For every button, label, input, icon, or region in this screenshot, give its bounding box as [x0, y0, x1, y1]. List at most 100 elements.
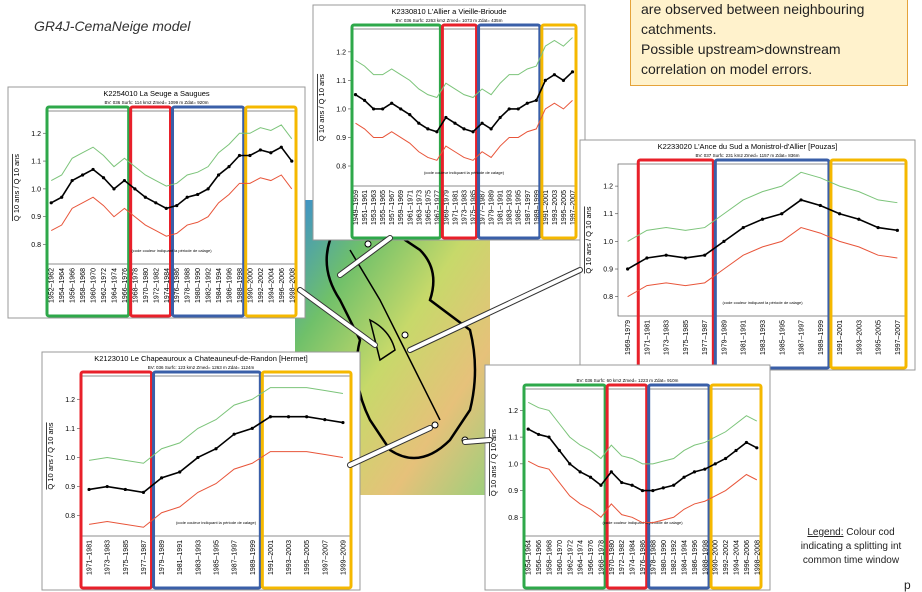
point	[248, 153, 252, 158]
x-tick-label: 1986–1996	[227, 268, 234, 303]
x-tick-label: 1952–1962	[49, 268, 56, 303]
point	[818, 203, 822, 208]
point	[645, 256, 649, 260]
point	[620, 480, 624, 485]
point	[408, 113, 412, 117]
x-tick-label: 1972–1982	[153, 268, 160, 303]
y-tick-label: 1.1	[31, 159, 41, 166]
y-tick-label: 1.2	[336, 49, 346, 56]
x-tick-label: 1970–1980	[609, 540, 616, 575]
callout-line: Possible upstream>downstream	[641, 41, 841, 57]
point	[651, 488, 655, 493]
point	[101, 176, 106, 180]
y-tick-label: 1.2	[603, 184, 613, 191]
x-tick-label: 1972–1982	[619, 540, 626, 575]
y-tick-label: 0.9	[336, 135, 346, 142]
x-tick-label: 1977–1987	[480, 190, 487, 225]
x-tick-label: 1986–1996	[692, 540, 699, 575]
x-tick-label: 1987–1997	[232, 540, 239, 575]
point	[185, 195, 189, 199]
point	[547, 435, 551, 439]
chart-subtitle: BV: 037 Surfc: 231 km2 Zmed= 1157 m Zdat…	[695, 153, 799, 158]
y-tick-label: 0.9	[65, 484, 75, 491]
point	[81, 173, 85, 177]
point	[426, 127, 430, 131]
point	[286, 415, 291, 419]
point	[390, 101, 394, 105]
point	[683, 256, 688, 260]
chart-subtitle: BV: 036 Surfc: 2263 km2 Zmed= 1073 m Zda…	[396, 18, 503, 23]
x-tick-label: 1977–1987	[141, 540, 148, 575]
x-tick-label: 1962–1972	[101, 268, 108, 303]
x-tick-label: 1954–1964	[59, 268, 66, 303]
x-tick-label: 1980–1990	[195, 268, 202, 303]
x-tick-label: 1989–1999	[818, 320, 825, 355]
x-tick-label: 1990–2000	[713, 540, 720, 575]
chart-title: K2330810 L'Allier a Vieille-Brioude	[391, 7, 506, 16]
x-tick-label: 1963–1973	[416, 190, 423, 225]
point	[741, 225, 745, 230]
x-tick-label: 1971–1981	[87, 540, 94, 575]
point	[837, 212, 842, 216]
x-tick-label: 1992–2002	[258, 268, 265, 303]
point	[49, 201, 53, 205]
x-tick-label: 1949–1959	[353, 190, 360, 225]
point	[305, 415, 309, 419]
series-line	[50, 124, 293, 187]
x-tick-label: 1997–2007	[570, 190, 577, 225]
x-tick-label: 1995–2005	[876, 320, 883, 355]
point	[516, 107, 520, 111]
point	[561, 78, 566, 82]
point	[381, 107, 385, 111]
y-tick-label: 1.2	[65, 397, 75, 404]
legend-text: Colour cod	[846, 527, 895, 538]
annotation: (code couleur indiquant la période de ca…	[424, 170, 505, 175]
x-tick-label: 1953–1963	[371, 190, 378, 225]
station	[401, 331, 409, 339]
x-tick-label: 1980–1990	[661, 540, 668, 575]
y-tick-label: 0.9	[603, 267, 613, 274]
window-box	[540, 23, 578, 240]
point	[91, 167, 95, 172]
x-tick-label: 1965–1975	[425, 190, 432, 225]
y-tick-label: 1.0	[65, 455, 75, 462]
x-tick-label: 1993–2003	[552, 190, 559, 225]
point	[630, 483, 634, 487]
point	[268, 415, 272, 419]
x-tick-label: 1970–1980	[143, 268, 150, 303]
x-tick-label: 1981–1991	[177, 540, 184, 575]
window-box	[605, 383, 649, 590]
x-tick-label: 1961–1971	[407, 190, 414, 225]
chart-panel: K2254010 La Seuge a Saugues BV: 036 Surfc…	[7, 86, 306, 319]
x-tick-label: 1989–1999	[250, 540, 257, 575]
chart-title: K2123010 Le Chapeauroux a Chateauneuf-de…	[94, 354, 307, 363]
window-box	[713, 158, 831, 370]
x-tick-label: 1976–1986	[640, 540, 647, 575]
x-tick-label: 1975–1985	[683, 320, 690, 355]
y-tick-label: 0.8	[508, 515, 518, 522]
y-tick-label: 1.2	[31, 131, 41, 138]
x-tick-label: 1997–2007	[322, 540, 329, 575]
x-tick-label: 1978–1988	[650, 540, 657, 575]
chart-panel: K2233020 L'Ance du Sud a Monistrol-d'All…	[579, 139, 916, 371]
y-tick-label: 1.0	[336, 106, 346, 113]
point	[570, 70, 575, 74]
arrows	[297, 235, 583, 468]
point	[70, 178, 74, 183]
chart-subtitle: BV: 036 Surfc: 60 km2 Zmed= 1223 m Zdat=…	[577, 378, 679, 383]
series-line	[50, 174, 293, 237]
point	[399, 107, 403, 111]
point	[372, 107, 376, 111]
legend-line: indicating a splitting int	[800, 541, 902, 552]
point	[453, 121, 457, 125]
y-axis-label: Q 10 ans / Q 10 ans	[12, 154, 21, 221]
point	[160, 476, 164, 480]
point	[250, 426, 254, 430]
x-tick-label: 1974–1984	[630, 540, 637, 575]
point	[543, 78, 547, 82]
window-box	[350, 23, 442, 240]
x-tick-label: 1978–1988	[185, 268, 192, 303]
x-tick-label: 1969–1979	[625, 320, 632, 355]
x-tick-label: 1993–2003	[286, 540, 293, 575]
